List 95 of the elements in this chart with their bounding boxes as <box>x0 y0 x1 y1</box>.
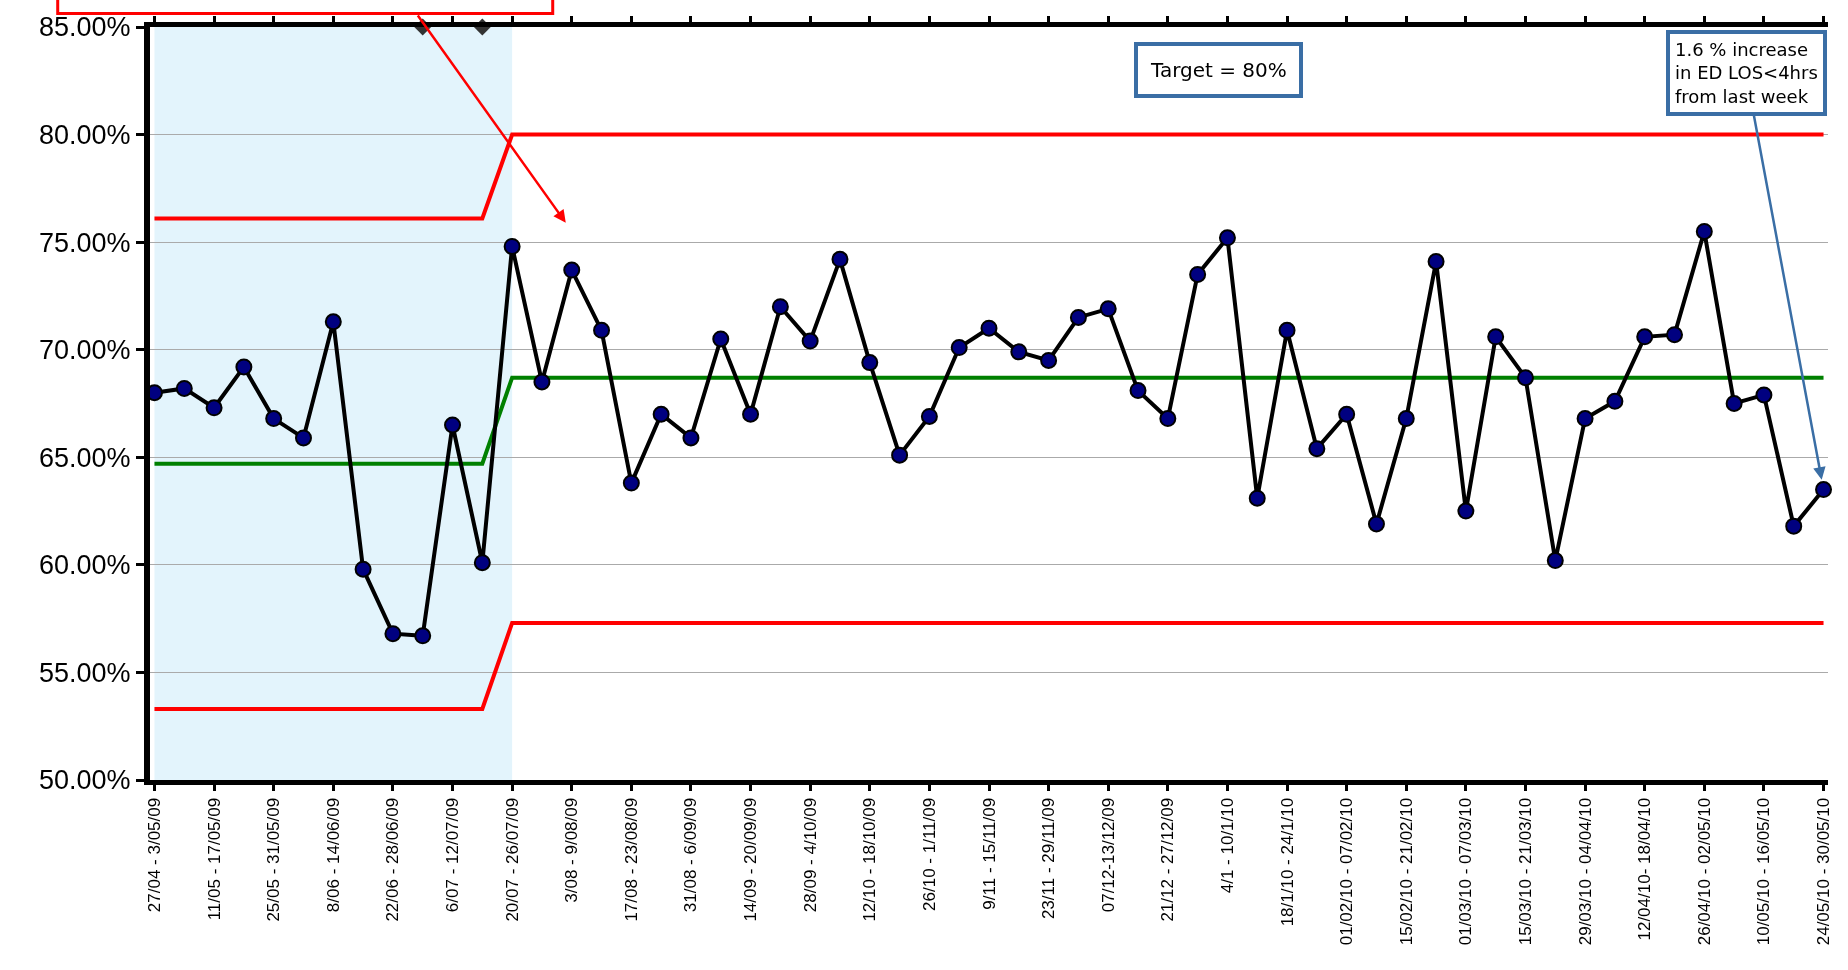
point <box>1666 326 1684 344</box>
x-tick-label: 6/07 - 12/07/09 <box>443 797 463 913</box>
x-tick-label: 10/05/10 - 16/05/10 <box>1754 797 1774 946</box>
x-tick-label: 22/06 - 28/06/09 <box>383 797 403 922</box>
x-tick-label: 01/03/10 - 07/03/10 <box>1456 797 1476 946</box>
point <box>1189 265 1207 283</box>
y-tick-label: 50.00% <box>39 765 131 796</box>
x-tick-label: 8/06 - 14/06/09 <box>323 797 343 913</box>
x-tick-label: 27/04 - 3/05/09 <box>144 797 164 913</box>
x-tick-label: 25/05 - 31/05/09 <box>264 797 284 922</box>
point <box>1815 481 1833 499</box>
y-tick-label: 80.00% <box>39 120 131 151</box>
point <box>1040 351 1058 369</box>
point <box>742 405 760 423</box>
y-tick-label: 55.00% <box>39 657 131 688</box>
x-tick-label: 26/04/10 - 02/05/10 <box>1694 797 1714 946</box>
x-tick-label: 28/09 - 4/10/09 <box>800 797 820 913</box>
point <box>980 319 998 337</box>
annotation: Target = 80% <box>1150 58 1287 82</box>
point <box>384 625 402 643</box>
point <box>1785 517 1803 535</box>
x-tick-label: 24/05/10 - 30/05/10 <box>1814 797 1834 946</box>
annotation: 1.6 % increase in ED LOS<4hrs from last week <box>1675 39 1818 107</box>
y-tick-label: 65.00% <box>39 442 131 473</box>
point <box>1576 410 1594 428</box>
point <box>1636 328 1654 346</box>
point <box>533 373 551 391</box>
point <box>682 429 700 447</box>
point <box>1129 382 1147 400</box>
point <box>652 405 670 423</box>
point <box>1099 300 1117 318</box>
point <box>1546 552 1564 570</box>
point <box>1695 222 1713 240</box>
point <box>1308 440 1326 458</box>
x-tick-label: 23/11 - 29/11/09 <box>1039 797 1059 920</box>
point <box>1487 328 1505 346</box>
y-tick-label: 70.00% <box>39 335 131 366</box>
x-tick-label: 15/02/10 - 21/02/10 <box>1396 797 1416 946</box>
point <box>503 237 521 255</box>
x-tick-label: 9/11 - 15/11/09 <box>979 797 999 910</box>
point <box>1010 343 1028 361</box>
x-tick-label: 12/10 - 18/10/09 <box>860 797 880 922</box>
point <box>1606 392 1624 410</box>
point <box>1367 515 1385 533</box>
point <box>1755 386 1773 404</box>
x-tick-label: 3/08 - 9/08/09 <box>562 797 582 903</box>
x-tick-label: 11/05 - 17/05/09 <box>204 797 224 921</box>
x-tick-label: 12/04/10- 18/04/10 <box>1635 797 1655 941</box>
point <box>1725 395 1743 412</box>
x-tick-label: 29/03/10 - 04/04/10 <box>1575 797 1595 946</box>
x-tick-label: 14/09 - 20/09/09 <box>741 797 761 922</box>
point <box>175 379 193 397</box>
y-tick-label: 85.00% <box>39 12 131 43</box>
point <box>295 429 312 447</box>
point <box>444 416 462 434</box>
point <box>712 330 730 348</box>
x-tick-label: 20/07 - 26/07/09 <box>502 797 522 922</box>
x-tick-label: 15/03/10 - 21/03/10 <box>1516 797 1536 946</box>
point <box>235 358 253 376</box>
x-tick-label: 26/10 - 1/11/09 <box>919 797 939 911</box>
y-tick-label: 75.00% <box>39 227 131 258</box>
y-tick-label: 60.00% <box>39 550 131 581</box>
point <box>1457 502 1475 520</box>
point <box>1069 308 1087 326</box>
point <box>920 407 938 425</box>
point <box>354 560 372 578</box>
point <box>563 261 581 279</box>
point <box>861 354 879 372</box>
x-tick-label: 21/12 - 27/12/09 <box>1158 797 1178 922</box>
x-tick-label: 18/1/10 - 24/1/10 <box>1277 797 1297 927</box>
point <box>1159 410 1177 428</box>
point <box>622 474 640 492</box>
point <box>473 554 491 572</box>
point <box>1397 410 1415 428</box>
point <box>1427 253 1445 270</box>
x-tick-label: 07/12-13/12/09 <box>1098 797 1118 913</box>
point <box>771 298 789 316</box>
x-tick-label: 4/1 - 10/1/10 <box>1217 797 1237 894</box>
point <box>1516 369 1534 387</box>
x-tick-label: 31/08 - 6/09/09 <box>681 797 701 913</box>
x-tick-label: 17/08 - 23/08/09 <box>621 797 641 922</box>
point <box>891 446 909 464</box>
point <box>593 321 611 339</box>
point <box>801 332 819 350</box>
point <box>1218 229 1236 247</box>
point <box>1338 405 1356 423</box>
point <box>265 410 283 428</box>
point <box>205 399 223 417</box>
x-tick-label: 01/02/10 - 07/02/10 <box>1337 797 1357 946</box>
point <box>1278 321 1296 339</box>
point <box>950 339 968 357</box>
point <box>831 250 849 268</box>
point <box>414 627 432 645</box>
point <box>1248 489 1266 507</box>
point <box>324 313 342 331</box>
